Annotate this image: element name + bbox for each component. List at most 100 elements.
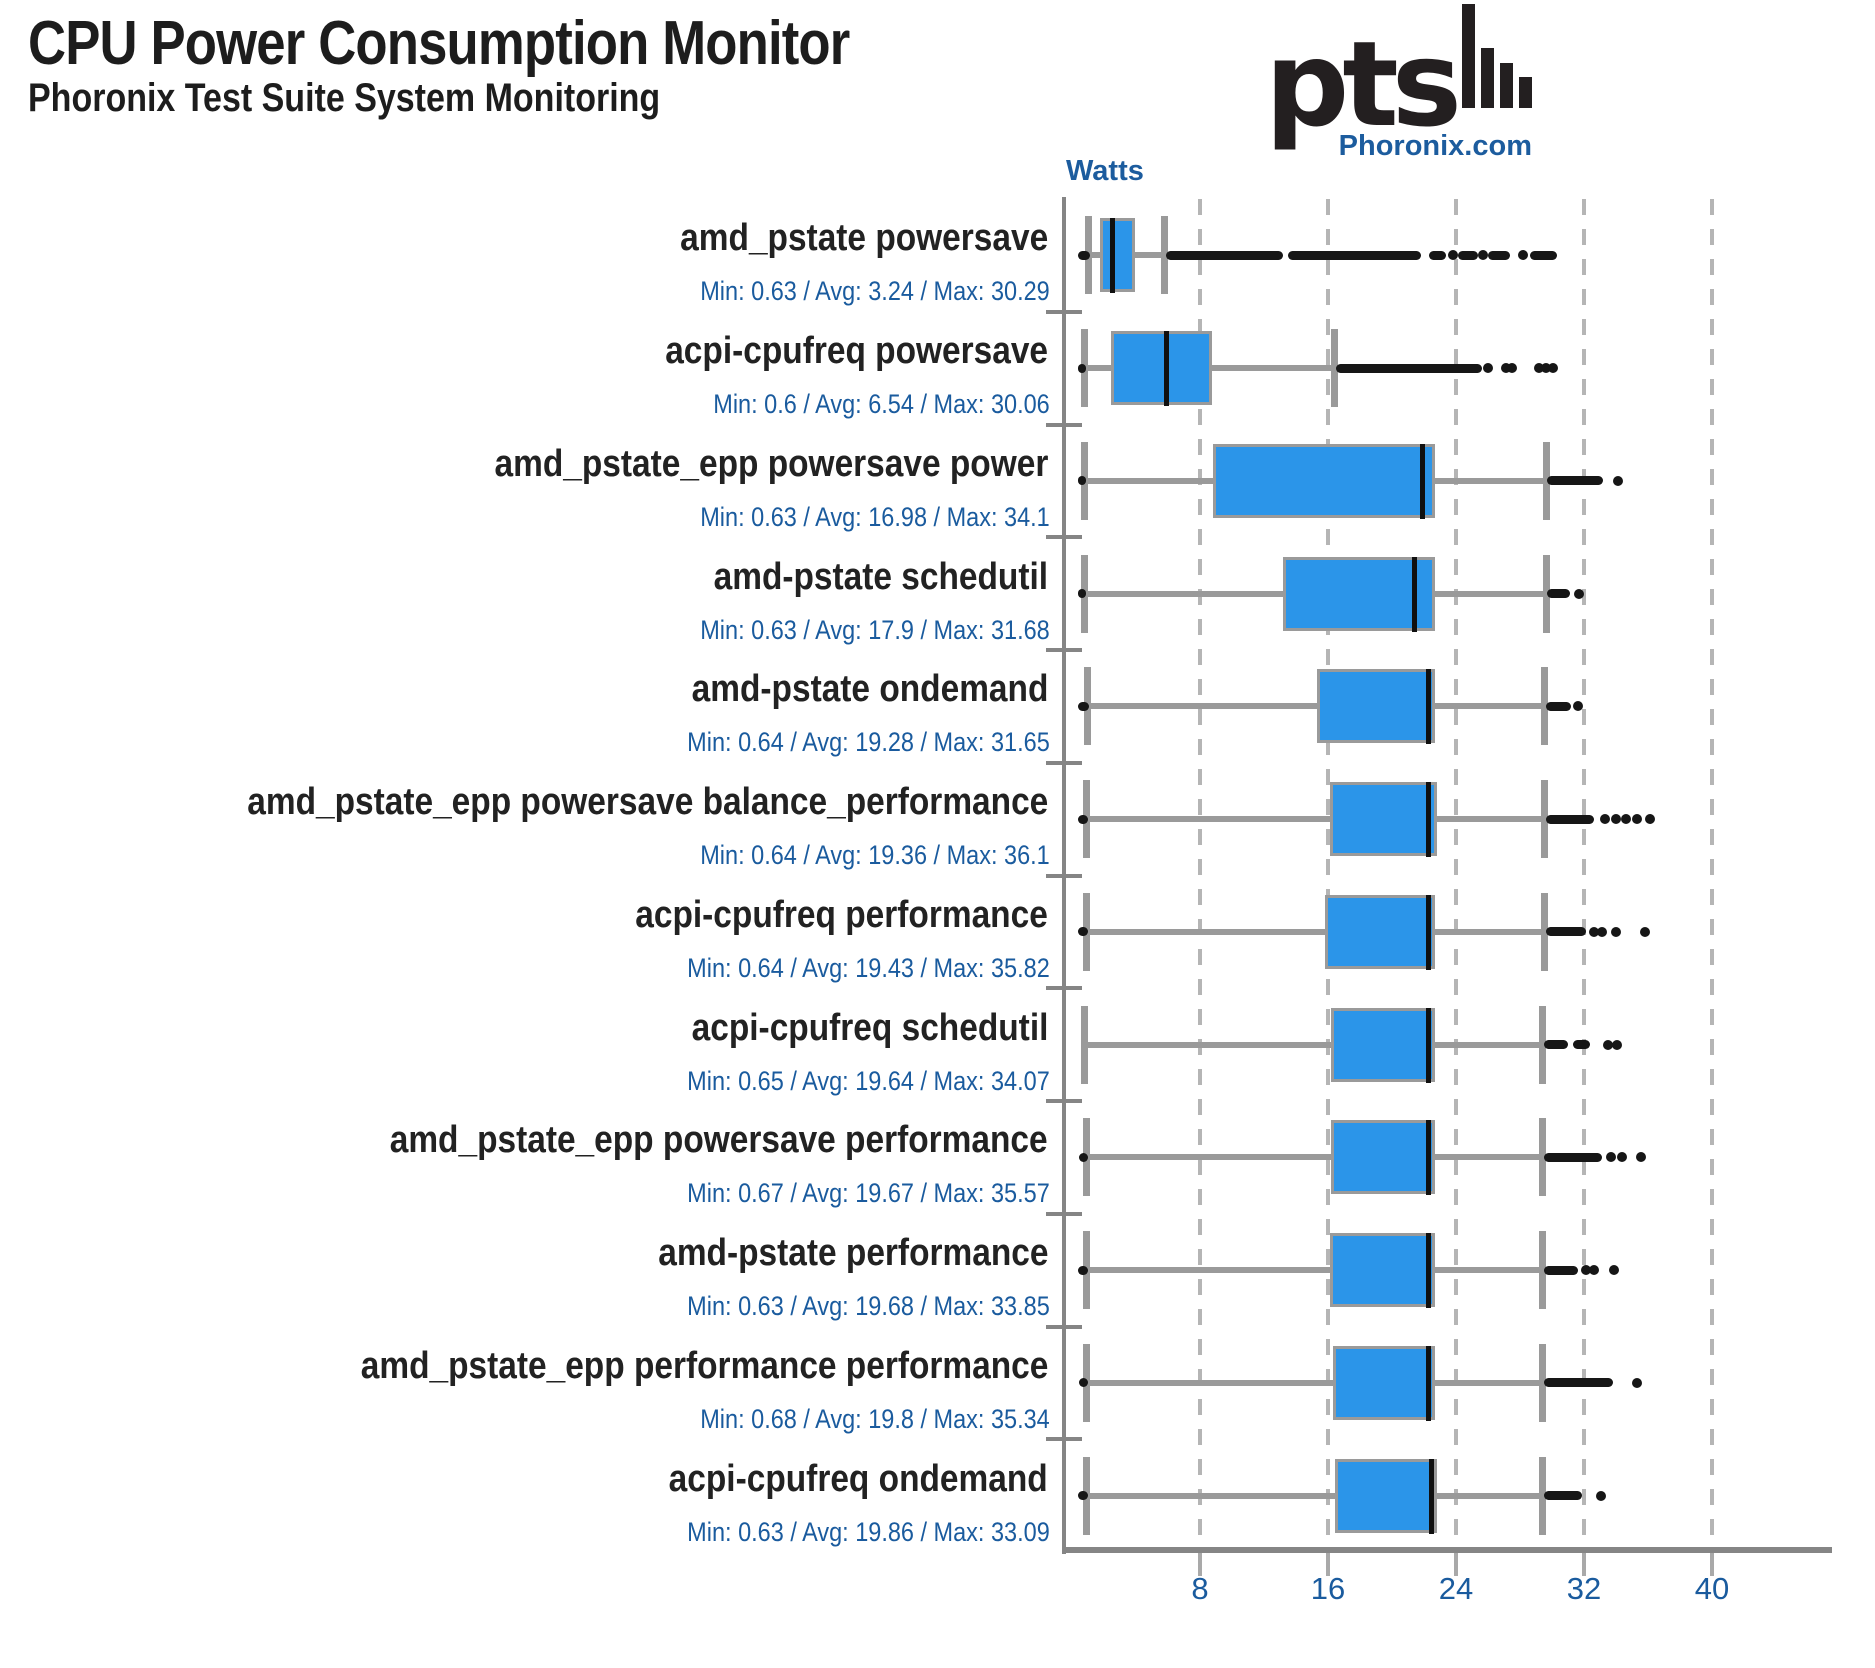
median-line (1426, 1233, 1432, 1309)
whisker-cap-high (1541, 892, 1548, 971)
axis-tick-label: 8 (1191, 1571, 1209, 1606)
row-stats: Min: 0.64 / Avg: 19.28 / Max: 31.65 (687, 727, 1050, 758)
median-line (1426, 894, 1432, 970)
row-stats: Min: 0.63 / Avg: 3.24 / Max: 30.29 (700, 276, 1050, 307)
outlier-strip (1544, 1491, 1583, 1501)
phoronix-site-label: Phoronix.com (1338, 130, 1532, 162)
outlier-strip (1078, 1378, 1089, 1388)
whisker-line (1086, 928, 1544, 935)
outlier-strip (1547, 589, 1570, 599)
axis-tick (1326, 1553, 1330, 1576)
outlier-dot (1636, 1152, 1647, 1163)
gridline (1326, 199, 1330, 1547)
gridline (1198, 199, 1202, 1547)
row-stats: Min: 0.64 / Avg: 19.36 / Max: 36.1 (700, 840, 1050, 871)
whisker-cap-high (1541, 780, 1548, 859)
outlier-strip (1545, 927, 1586, 937)
row-label: amd-pstate schedutil (713, 555, 1048, 598)
outlier-dot (1547, 363, 1558, 374)
outlier-dot (1573, 701, 1584, 712)
outlier-strip (1544, 1040, 1568, 1050)
axis-tick-label: 32 (1566, 1571, 1602, 1606)
outlier-strip (1078, 1265, 1089, 1275)
median-line (1428, 1458, 1434, 1534)
outlier-strip (1457, 250, 1479, 260)
outlier-strip (1078, 1491, 1089, 1501)
row-stats: Min: 0.63 / Avg: 19.68 / Max: 33.85 (687, 1291, 1050, 1322)
outlier-dot (1588, 1265, 1599, 1276)
outlier-dot (1617, 1152, 1628, 1163)
pts-logo-bar-icon (1500, 63, 1513, 108)
outlier-dot (1611, 926, 1621, 937)
outlier-strip (1078, 589, 1087, 599)
box (1325, 894, 1435, 969)
box (1283, 556, 1435, 631)
row-label: amd_pstate_epp powersave power (494, 442, 1048, 485)
box (1329, 782, 1437, 857)
outlier-dot (1631, 814, 1642, 825)
axis-tick-label: 24 (1438, 1571, 1474, 1606)
median-line (1411, 556, 1417, 632)
median-line (1426, 669, 1432, 745)
outlier-dot (1483, 363, 1493, 374)
whisker-line (1086, 816, 1544, 823)
axis-tick (1198, 1553, 1202, 1576)
outlier-strip (1428, 250, 1447, 260)
row-label: amd_pstate_epp powersave performance (390, 1119, 1048, 1162)
row-stats: Min: 0.6 / Avg: 6.54 / Max: 30.06 (713, 389, 1050, 420)
box (1110, 331, 1212, 406)
outlier-strip (1078, 1152, 1089, 1162)
outlier-strip (1077, 363, 1086, 373)
whisker-line (1086, 703, 1544, 710)
x-axis-line (1062, 1547, 1832, 1553)
row-label: acpi-cpufreq performance (635, 893, 1048, 936)
row-boundary-tick (1046, 873, 1082, 878)
axis-tick (1582, 1553, 1586, 1576)
outlier-strip (1166, 250, 1284, 260)
outlier-strip (1544, 1378, 1613, 1388)
outlier-dot (1603, 1039, 1613, 1050)
median-line (1163, 331, 1169, 407)
row-label: amd-pstate ondemand (691, 668, 1048, 711)
outlier-dot (1447, 250, 1458, 261)
row-boundary-tick (1046, 422, 1082, 427)
row-label: amd-pstate performance (657, 1232, 1048, 1275)
row-label: acpi-cpufreq powersave (665, 330, 1048, 373)
outlier-dot (1518, 250, 1529, 261)
outlier-dot (1540, 363, 1551, 374)
row-stats: Min: 0.65 / Avg: 19.64 / Max: 34.07 (687, 1065, 1050, 1096)
row-boundary-tick (1046, 535, 1082, 540)
page-title: CPU Power Consumption Monitor (28, 9, 850, 78)
whisker-cap-high (1161, 216, 1168, 295)
outlier-dot (1620, 814, 1631, 825)
outlier-strip (1488, 250, 1511, 260)
axis-unit-label: Watts (1066, 155, 1144, 187)
whisker-cap-high (1539, 1343, 1547, 1422)
row-boundary-tick (1046, 760, 1082, 765)
row-label: amd_pstate_epp performance performance (360, 1344, 1048, 1387)
whisker-cap-high (1539, 1456, 1547, 1535)
whisker-cap-high (1539, 1118, 1547, 1197)
row-stats: Min: 0.64 / Avg: 19.43 / Max: 35.82 (687, 952, 1050, 983)
whisker-cap-high (1539, 1231, 1547, 1310)
gridline (1582, 199, 1586, 1547)
outlier-strip (1544, 1152, 1602, 1162)
outlier-dot (1640, 926, 1651, 937)
whisker-cap-low (1080, 1005, 1088, 1084)
outlier-dot (1599, 814, 1610, 825)
row-boundary-tick (1046, 1324, 1082, 1329)
outlier-strip (1078, 927, 1089, 937)
gridline (1710, 199, 1714, 1547)
outlier-strip (1336, 363, 1482, 373)
outlier-dot (1596, 926, 1607, 937)
outlier-dot (1534, 363, 1545, 374)
outlier-dot (1573, 588, 1584, 599)
median-line (1426, 1120, 1432, 1196)
gridline (1454, 199, 1458, 1547)
row-stats: Min: 0.63 / Avg: 19.86 / Max: 33.09 (687, 1516, 1050, 1547)
outlier-dot (1580, 1265, 1591, 1276)
outlier-strip (1545, 701, 1572, 711)
row-boundary-tick (1046, 1099, 1082, 1103)
row-stats: Min: 0.68 / Avg: 19.8 / Max: 35.34 (700, 1403, 1050, 1434)
